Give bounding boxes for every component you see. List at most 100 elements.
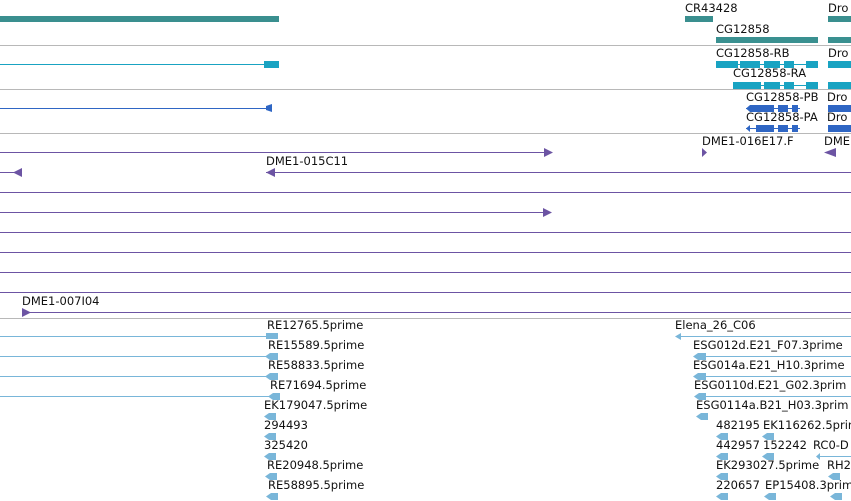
feature-label[interactable]: RE20948.5prime (267, 458, 364, 472)
feature-label[interactable]: CG12858 (716, 22, 770, 36)
est-feature[interactable] (762, 433, 774, 440)
strand-arrow-icon (685, 16, 689, 22)
feature-label[interactable]: CG12858-PA (746, 110, 818, 124)
feature-label[interactable]: 325420 (264, 438, 308, 452)
est-feature[interactable] (264, 453, 276, 460)
strand-arrow-icon (746, 125, 750, 132)
est-feature[interactable] (816, 453, 820, 460)
est-feature[interactable] (266, 333, 278, 339)
est-feature[interactable] (264, 433, 276, 440)
cds-feature[interactable] (778, 125, 788, 132)
cds-feature[interactable] (828, 125, 851, 132)
feature-label[interactable]: ESG0110d.E21_G02.3prim (694, 378, 847, 392)
est-feature[interactable] (266, 493, 278, 500)
feature-label[interactable]: 220657 (716, 478, 760, 492)
exon-feature[interactable] (806, 61, 818, 68)
exon-feature[interactable] (806, 82, 818, 89)
feature-label[interactable]: Dro (828, 1, 849, 15)
feature-label[interactable]: ESG012d.E21_F07.3prime (693, 338, 843, 352)
feature-label[interactable]: RE15589.5prime (268, 338, 365, 352)
gene-feature[interactable] (685, 16, 713, 22)
exon-feature[interactable] (828, 82, 851, 89)
strand-arrow-icon (733, 82, 737, 89)
est-feature[interactable] (265, 473, 277, 480)
est-feature[interactable] (265, 373, 278, 380)
feature-label[interactable]: Dro (827, 110, 848, 124)
feature-label[interactable]: Dro (828, 46, 849, 60)
exon-feature[interactable] (784, 61, 794, 68)
exon-feature[interactable] (764, 61, 780, 68)
feature-label[interactable]: EK179047.5prime (264, 398, 368, 412)
feature-label[interactable]: Dro (827, 90, 848, 104)
feature-label[interactable]: ESG0114a.B21_H03.3prim (696, 398, 849, 412)
strand-arrow-icon (544, 148, 553, 157)
feature-label[interactable]: RE58833.5prime (268, 358, 365, 372)
exon-feature[interactable] (828, 61, 851, 68)
gene-feature[interactable] (716, 37, 818, 43)
est-feature[interactable] (716, 493, 728, 500)
est-feature[interactable] (693, 353, 706, 360)
feature-label[interactable]: 482195 (716, 418, 760, 432)
cds-feature[interactable] (750, 105, 774, 112)
strand-arrow-icon (543, 208, 552, 217)
exon-feature[interactable] (740, 61, 760, 68)
est-feature[interactable] (265, 353, 278, 360)
est-feature[interactable] (716, 453, 728, 460)
feature-label[interactable]: CG12858-RA (733, 66, 807, 80)
feature-label[interactable]: CG12858-PB (746, 90, 819, 104)
gene-feature[interactable] (828, 16, 851, 22)
est-feature[interactable] (693, 373, 706, 380)
feature-label[interactable]: DME1 (824, 134, 851, 148)
cds-feature[interactable] (756, 125, 774, 132)
exon-feature[interactable] (764, 82, 780, 89)
cds-feature[interactable] (828, 105, 851, 112)
feature-label[interactable]: ESG014a.E21_H10.3prime (693, 358, 845, 372)
feature-label[interactable]: RE58895.5prime (268, 478, 365, 492)
est-feature[interactable] (830, 493, 842, 500)
feature-label[interactable]: RE71694.5prime (270, 378, 367, 392)
est-feature[interactable] (764, 493, 776, 500)
est-feature[interactable] (694, 393, 706, 400)
feature-label[interactable]: 442957 (716, 438, 760, 452)
feature-label[interactable]: RH2 (827, 458, 851, 472)
gene-feature[interactable] (828, 37, 851, 43)
feature-label[interactable]: EK116262.5prime (763, 418, 851, 432)
exon-feature[interactable] (716, 61, 738, 68)
exon-feature[interactable] (733, 82, 761, 89)
est-feature[interactable] (264, 413, 276, 420)
est-feature[interactable] (716, 473, 728, 480)
feature-label[interactable]: DME1-016E17.F (702, 134, 794, 148)
cds-feature[interactable] (792, 105, 798, 112)
strand-arrow-icon (746, 105, 750, 112)
cds-feature[interactable] (266, 104, 272, 112)
strand-arrow-icon (716, 61, 720, 68)
est-feature[interactable] (716, 433, 728, 440)
est-feature[interactable] (828, 473, 840, 480)
est-feature[interactable] (268, 393, 280, 400)
feature-label[interactable]: 294493 (264, 418, 308, 432)
feature-label[interactable]: EP15408.3prime (765, 478, 851, 492)
feature-label[interactable]: DME1-007I04 (22, 294, 100, 308)
feature-label[interactable]: DME1-015C11 (266, 154, 349, 168)
feature-label[interactable]: EK293027.5prime (716, 458, 820, 472)
feature-label[interactable]: RC0-D (813, 438, 849, 452)
exon-feature[interactable] (784, 82, 794, 89)
track-dividers (0, 45, 851, 319)
est-feature[interactable] (762, 453, 774, 460)
feature-label[interactable]: Elena_26_C06 (675, 318, 756, 332)
feature-label[interactable]: 152242 (763, 438, 807, 452)
est-feature[interactable] (675, 333, 681, 340)
clone-track (0, 148, 851, 317)
est-feature[interactable] (696, 413, 708, 420)
exon-feature[interactable] (264, 61, 279, 68)
feature-label[interactable]: CG12858-RB (716, 46, 790, 60)
feature-label[interactable]: RE12765.5prime (267, 318, 364, 332)
protein-track (0, 104, 851, 132)
cds-feature[interactable] (778, 105, 788, 112)
cds-feature[interactable] (792, 125, 798, 132)
feature-label[interactable]: CR43428 (685, 1, 738, 15)
strand-arrow-icon (702, 148, 707, 157)
clone-feature[interactable] (824, 148, 836, 157)
gene-feature[interactable] (0, 16, 279, 22)
